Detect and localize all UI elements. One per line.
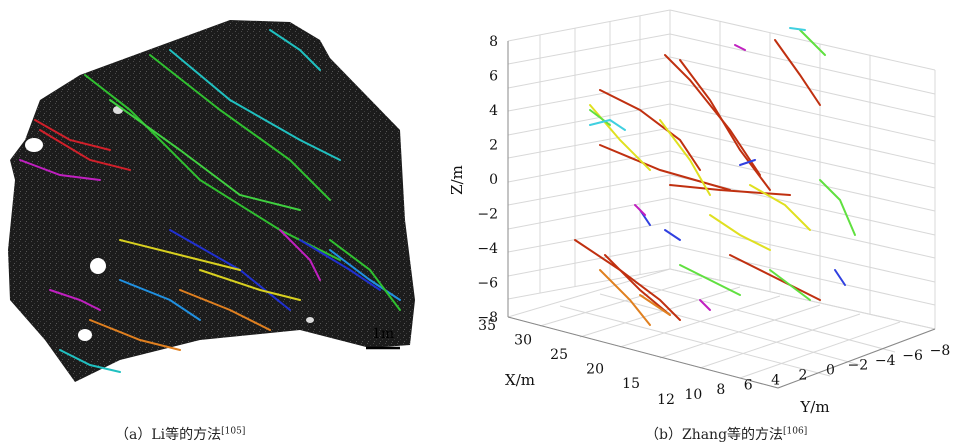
trace-red bbox=[664, 54, 761, 176]
y-axis-title: Y/m bbox=[799, 398, 829, 416]
fracture-trace-cyan bbox=[59, 349, 121, 373]
y-tick-label: −2 bbox=[847, 358, 868, 374]
trace-magenta bbox=[634, 204, 646, 216]
z-tick-label: −4 bbox=[477, 241, 498, 257]
x-tick-label: 15 bbox=[622, 376, 640, 392]
trace-blue bbox=[664, 229, 681, 241]
trace-yellow bbox=[749, 184, 811, 231]
trace-red bbox=[604, 254, 671, 316]
caption-b: （b）Zhang等的方法[106] bbox=[645, 424, 807, 444]
point-cloud-shape bbox=[8, 20, 415, 382]
fracture-trace-cyan bbox=[169, 49, 341, 161]
trace-red bbox=[774, 39, 821, 106]
fracture-trace-lightblue bbox=[329, 249, 401, 301]
z-axis-title: Z/m bbox=[448, 165, 466, 195]
x-tick-label: 20 bbox=[586, 362, 604, 378]
trace-blue bbox=[739, 159, 756, 166]
fracture-trace-orange bbox=[179, 289, 271, 331]
z-tick-label: 0 bbox=[489, 172, 498, 188]
fracture-trace-cyan bbox=[269, 29, 321, 71]
z-tick-label: −2 bbox=[477, 207, 498, 223]
hole-marker bbox=[306, 317, 314, 323]
y-tick-label: 4 bbox=[771, 372, 780, 388]
trace-red bbox=[574, 239, 681, 321]
y-tick-label: −8 bbox=[930, 343, 951, 359]
x-tick-label: 35 bbox=[478, 318, 496, 334]
caption-a-ref: [105] bbox=[221, 426, 246, 437]
hole-marker bbox=[78, 329, 92, 341]
fracture-trace-blue bbox=[299, 239, 381, 291]
trace-cyan bbox=[589, 118, 626, 131]
trace-green bbox=[589, 109, 611, 126]
z-tick-label: 2 bbox=[489, 138, 498, 154]
trace-cyan bbox=[789, 27, 806, 31]
y-tick-label: −6 bbox=[902, 348, 923, 364]
trace-red bbox=[599, 144, 731, 191]
z-tick-label: 4 bbox=[489, 103, 498, 119]
hole-marker bbox=[25, 138, 43, 152]
trace-green bbox=[799, 29, 826, 56]
x-axis-ticks: 35 30 25 20 15 bbox=[478, 318, 640, 392]
y-tick-label: 10 bbox=[684, 387, 702, 403]
trace-blue bbox=[834, 269, 846, 286]
x-tick-label: 25 bbox=[550, 347, 568, 363]
fracture-traces bbox=[19, 29, 401, 373]
figure-a-panel: 1m （a）Li等的方法[105] bbox=[0, 0, 440, 447]
fracture-trace-yellow bbox=[119, 239, 241, 271]
trace-green bbox=[679, 264, 741, 296]
z-axis-ticks: 8 6 4 2 0 −2 −4 −6 −8 bbox=[477, 34, 498, 326]
y-tick-label: 12 bbox=[657, 392, 675, 408]
y-tick-label: 8 bbox=[716, 382, 725, 398]
fracture-trace-red bbox=[34, 119, 111, 151]
figure-a-pointcloud bbox=[8, 20, 415, 382]
fracture-trace-magenta bbox=[49, 289, 101, 311]
caption-b-ref: [106] bbox=[783, 426, 808, 437]
z-tick-label: −6 bbox=[477, 276, 498, 292]
fracture-traces-3d bbox=[574, 27, 856, 326]
caption-b-text: （b）Zhang等的方法 bbox=[645, 427, 784, 443]
trace-red bbox=[669, 184, 791, 196]
fracture-trace-green bbox=[109, 99, 301, 211]
trace-orange bbox=[599, 269, 651, 326]
y-tick-label: 2 bbox=[799, 368, 808, 384]
z-tick-label: 6 bbox=[489, 69, 498, 85]
grid-lines bbox=[507, 9, 936, 389]
trace-red bbox=[599, 89, 701, 171]
fracture-trace-magenta bbox=[19, 159, 101, 181]
fracture-trace-yellow bbox=[199, 269, 301, 301]
y-tick-label: 0 bbox=[826, 363, 835, 379]
z-tick-label: −8 bbox=[477, 310, 498, 326]
trace-red bbox=[729, 254, 821, 301]
caption-a-text: （a）Li等的方法 bbox=[115, 427, 222, 443]
x-axis-title: X/m bbox=[505, 371, 535, 389]
trace-yellow bbox=[659, 119, 711, 196]
trace-magenta bbox=[699, 299, 711, 311]
y-axis-ticks: 12 10 8 6 4 2 0 −2 −4 −6 −8 bbox=[657, 343, 950, 408]
trace-green bbox=[769, 269, 811, 301]
fracture-trace-red bbox=[39, 129, 131, 171]
trace-orange bbox=[639, 294, 671, 316]
trace-green bbox=[819, 179, 856, 236]
fracture-trace-green bbox=[329, 239, 401, 311]
fracture-trace-magenta bbox=[279, 229, 321, 281]
fracture-trace-green bbox=[149, 54, 331, 201]
figure-b-panel: 8 6 4 2 0 −2 −4 −6 −8 35 30 25 20 15 12 10 8 6 4 2 0 −2 −4 −6… bbox=[440, 0, 958, 447]
x-tick-label: 30 bbox=[514, 333, 532, 349]
fracture-trace-orange bbox=[89, 319, 181, 351]
trace-red bbox=[679, 59, 771, 191]
y-tick-label: −4 bbox=[875, 353, 896, 369]
z-tick-label: 8 bbox=[489, 34, 498, 50]
scale-bar-label: 1m bbox=[372, 326, 395, 342]
plot-box bbox=[507, 41, 936, 389]
y-tick-label: 6 bbox=[744, 377, 753, 393]
hole-marker bbox=[90, 258, 106, 274]
trace-magenta bbox=[734, 44, 746, 51]
fracture-trace-lightblue bbox=[119, 279, 201, 321]
trace-yellow bbox=[709, 214, 771, 251]
caption-a: （a）Li等的方法[105] bbox=[115, 424, 245, 444]
